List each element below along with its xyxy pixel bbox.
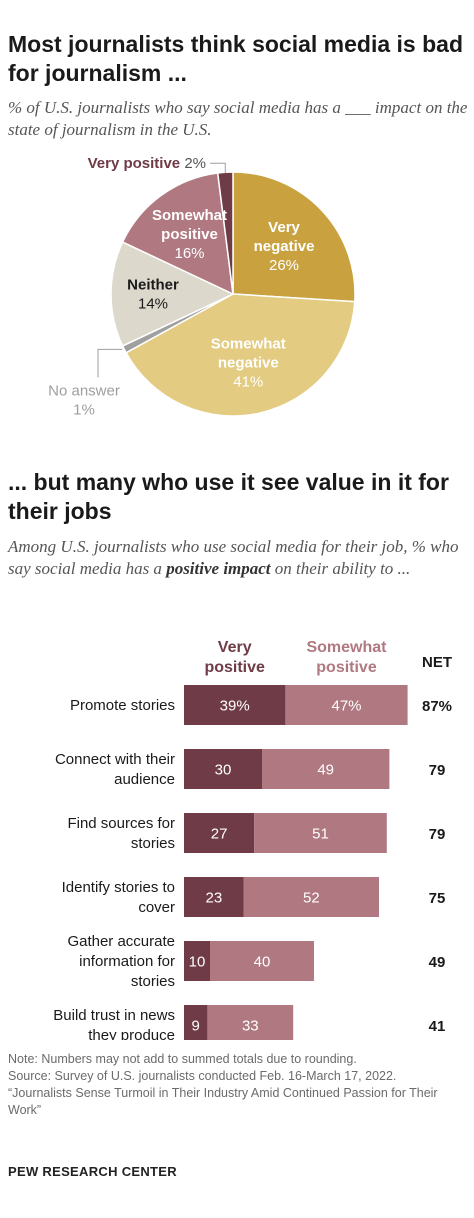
bar-very-positive-promote-stories (184, 685, 286, 725)
bar-very-positive-connect-with-their-audience (184, 749, 262, 789)
pie-slice-neither (110, 241, 235, 347)
subtitle-2-start: Among U.S. journalists who use social me… (8, 537, 459, 578)
value-label-somewhat-positive-gather-accurate-information-for-stories: 40 (254, 954, 271, 971)
slice-label-neither: Neither 14% (127, 277, 179, 313)
value-label-very-positive-identify-stories-to-cover: 23 (206, 890, 223, 907)
category-label-gather-accurate-information-for-stories: Gather accurate information for stories (67, 933, 175, 990)
subtitle-2-end: on their ability to ... (270, 559, 411, 578)
chart-subtitle-2: Among U.S. journalists who use social me… (8, 536, 468, 580)
category-label-promote-stories: Promote stories (70, 697, 175, 714)
slice-label-very-negative: Very negative 26% (254, 219, 315, 274)
net-value-build-trust-in-news-they-produce: 41 (429, 1018, 446, 1035)
category-label-identify-stories-to-cover: Identify stories to cover (62, 879, 175, 916)
series-header-very-positive: Very positive (204, 639, 265, 676)
leader-line-very-positive (210, 162, 226, 174)
source-org: PEW RESEARCH CENTER (8, 1164, 177, 1179)
bar-very-positive-find-sources-for-stories (184, 813, 255, 853)
value-label-very-positive-build-trust-in-news-they-produce: 9 (192, 1018, 200, 1035)
bar-somewhat-positive-promote-stories (285, 685, 408, 725)
category-label-build-trust-in-news-they-produce: Build trust in news they produce (53, 1007, 175, 1040)
leader-line-no-answer (97, 348, 123, 378)
net-value-promote-stories: 87% (422, 698, 452, 715)
net-value-gather-accurate-information-for-stories: 49 (429, 954, 446, 971)
note-rounding: Note: Numbers may not add to summed tota… (8, 1052, 357, 1066)
pie-chart: Very negative 26% Somewhat negative 41% Neithe… (48, 155, 356, 418)
subtitle-2-emphasis: positive impact (166, 559, 271, 578)
slice-label-somewhat-positive: Somewhat positive 16% (152, 207, 227, 262)
note-source: Source: Survey of U.S. journalists condu… (8, 1069, 397, 1083)
value-label-somewhat-positive-promote-stories: 47% (331, 698, 361, 715)
slice-label-very-positive: Very positive 2% (88, 155, 206, 172)
bar-somewhat-positive-find-sources-for-stories (254, 813, 387, 853)
note-report-title: “Journalists Sense Turmoil in Their Indu… (8, 1086, 438, 1117)
value-label-very-positive-find-sources-for-stories: 27 (211, 826, 228, 843)
net-value-connect-with-their-audience: 79 (429, 762, 446, 779)
net-value-identify-stories-to-cover: 75 (429, 890, 446, 907)
value-label-very-positive-connect-with-their-audience: 30 (215, 762, 232, 779)
value-label-very-positive-gather-accurate-information-for-stories: 10 (189, 954, 206, 971)
pie-slice-somewhat-positive (121, 172, 234, 296)
notes: Note: Numbers may not add to summed tota… (8, 1051, 468, 1119)
bar-somewhat-positive-identify-stories-to-cover (243, 877, 379, 917)
bar-very-positive-gather-accurate-information-for-stories (184, 941, 210, 981)
value-label-somewhat-positive-build-trust-in-news-they-produce: 33 (242, 1018, 259, 1035)
value-label-somewhat-positive-find-sources-for-stories: 51 (312, 826, 329, 843)
net-value-find-sources-for-stories: 79 (429, 826, 446, 843)
chart-title-2: ... but many who use it see value in it … (8, 469, 449, 524)
category-label-find-sources-for-stories: Find sources for stories (67, 815, 175, 852)
bar-very-positive-identify-stories-to-cover (184, 877, 244, 917)
series-header-somewhat-positive: Somewhat positive (306, 639, 387, 676)
slice-label-no-answer: No answer 1% (48, 382, 120, 418)
pie-slice-somewhat-negative (125, 293, 356, 417)
slice-label-somewhat-negative: Somewhat negative 41% (211, 335, 286, 390)
category-label-connect-with-their-audience: Connect with their audience (55, 751, 175, 788)
pie-slice-very-negative (232, 171, 356, 303)
bar-very-positive-build-trust-in-news-they-produce (184, 1005, 208, 1040)
chart-subtitle-1: % of U.S. journalists who say social med… (8, 98, 468, 139)
net-header: NET (422, 654, 452, 671)
value-label-very-positive-promote-stories: 39% (220, 698, 250, 715)
stacked-bar-chart: Very positive Somewhat positive NET Promote s… (53, 639, 452, 1040)
bar-somewhat-positive-build-trust-in-news-they-produce (207, 1005, 294, 1040)
chart-title-1: Most journalists think social media is b… (8, 31, 463, 86)
value-label-somewhat-positive-identify-stories-to-cover: 52 (303, 890, 320, 907)
bar-somewhat-positive-gather-accurate-information-for-stories (210, 941, 314, 981)
bar-somewhat-positive-connect-with-their-audience (262, 749, 390, 789)
value-label-somewhat-positive-connect-with-their-audience: 49 (317, 762, 334, 779)
